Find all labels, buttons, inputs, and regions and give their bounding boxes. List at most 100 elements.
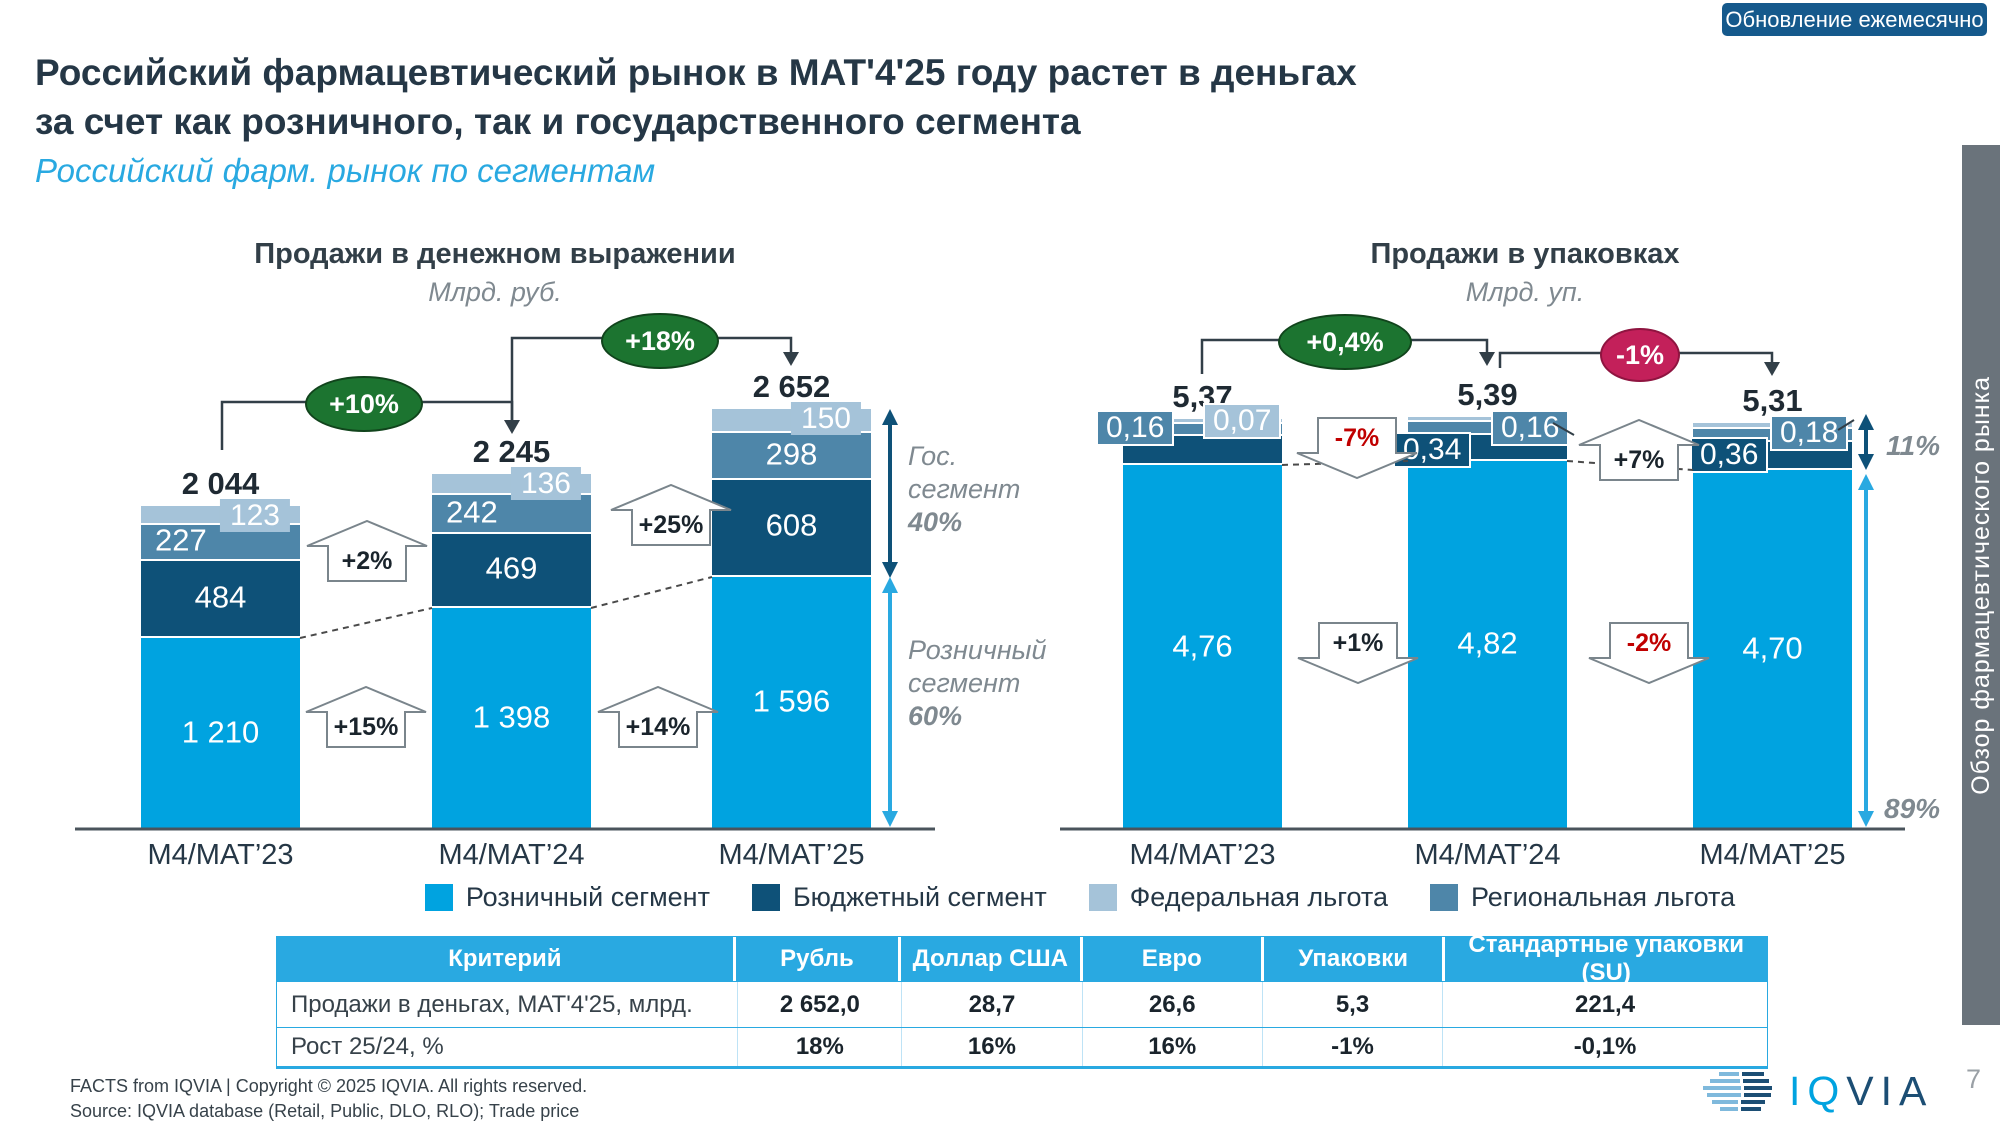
segment-value: 469: [485, 550, 538, 586]
legend: Розничный сегмент Бюджетный сегмент Феде…: [160, 882, 2000, 913]
category-label: M4/MAT’25: [718, 839, 865, 871]
federal-swatch-icon: [1088, 884, 1117, 911]
category-label: M4/MAT’24: [1414, 839, 1561, 871]
table-row: Продажи в деньгах, MAT'4'25, млрд. 2 652…: [277, 981, 1767, 1027]
segment-value-box-federal: 136: [510, 466, 581, 500]
segment-retail: 1 596: [712, 576, 871, 830]
segment-retail: 1 210: [141, 637, 300, 830]
gov-growth-arrow-packs-23-24: -7%: [1296, 417, 1418, 479]
col-header: Стандартные упаковки (SU): [1445, 931, 1767, 986]
cell-value: 2 652,0: [737, 982, 901, 1027]
gov-share-pct: 11%: [1886, 430, 1940, 461]
category-label: M4/MAT’23: [147, 839, 294, 871]
col-header: Доллар США: [901, 937, 1080, 981]
cell-value: 26,6: [1081, 982, 1262, 1027]
update-frequency-badge: Обновление ежемесячно: [1722, 3, 1987, 36]
retail-growth-arrow-packs-23-24: +1%: [1297, 622, 1419, 684]
segment-retail: 4,70: [1693, 469, 1852, 830]
col-header: Критерий: [277, 937, 733, 981]
cell-value: 18%: [737, 1028, 901, 1066]
section-tab: Обзор фармацевтического рынка: [1962, 145, 2000, 1025]
growth-value: +0,4%: [1306, 326, 1384, 357]
legend-item-federal: Федеральная льгота: [1088, 882, 1388, 913]
segment-regional: 242: [432, 494, 591, 534]
bar-total: 2 652: [752, 369, 831, 405]
segment-value-box-federal: 0,07: [1203, 403, 1282, 439]
col-header: Рубль: [735, 937, 899, 981]
growth-value: -1%: [1615, 339, 1664, 370]
col-header: Евро: [1082, 937, 1261, 981]
category-label: M4/MAT’23: [1129, 839, 1276, 871]
segment-value-box-budget: 0,36: [1690, 437, 1769, 473]
growth-value: +18%: [625, 325, 695, 356]
segment-value: 608: [765, 508, 818, 544]
cell-value: -0,1%: [1442, 1028, 1767, 1066]
total-growth-oval-packs-23-24: +0,4%: [1278, 314, 1412, 370]
summary-table: Критерий Рубль Доллар США Евро Упаковки …: [276, 931, 1768, 1069]
row-label: Продажи в деньгах, MAT'4'25, млрд.: [291, 990, 693, 1018]
segment-value-box-regional: 0,18: [1770, 415, 1849, 451]
segment-value: 484: [194, 579, 247, 615]
regional-swatch-icon: [1429, 884, 1458, 911]
iqvia-stripes-icon: [1703, 1072, 1779, 1111]
col-header: Упаковки: [1263, 937, 1443, 981]
page-title: Российский фармацевтический рынок в MAT'…: [35, 48, 1357, 146]
segment-value: 4,70: [1742, 630, 1803, 666]
segment-value: 1 398: [472, 699, 551, 735]
cell-value: 28,7: [901, 982, 1081, 1027]
cell-value: 16%: [901, 1028, 1081, 1066]
cell-value: 221,4: [1442, 982, 1767, 1027]
chart-money-unit: Млрд. руб.: [428, 277, 562, 307]
bar-total: 2 044: [181, 465, 260, 501]
table-row: Рост 25/24, % 18% 16% 16% -1% -0,1%: [277, 1027, 1767, 1066]
segment-value: 1 210: [181, 714, 260, 750]
gov-share-label: Гос. сегмент 40%: [908, 441, 1021, 537]
total-growth-oval-packs-24-25: -1%: [1600, 328, 1680, 382]
segment-federal: [1123, 418, 1282, 425]
bar-total: 5,39: [1457, 377, 1518, 413]
segment-value-box-regional: 0,16: [1096, 410, 1175, 446]
segment-budget: 484: [141, 561, 300, 638]
segment-value: 4,76: [1172, 628, 1233, 664]
iqvia-logo: IQVIA: [1703, 1068, 1933, 1115]
cell-value: -1%: [1261, 1028, 1442, 1066]
retail-growth-arrow-money-24-25: +14%: [597, 686, 719, 748]
segment-budget: 608: [712, 480, 871, 577]
row-label: Рост 25/24, %: [291, 1033, 444, 1060]
segment-federal: [1408, 417, 1567, 423]
segment-value-box-federal: 150: [790, 402, 861, 436]
segment-value: 242: [446, 494, 498, 530]
chart-packs-title: Продажи в упаковках: [1370, 238, 1680, 270]
footer-copyright: FACTS from IQVIA | Copyright © 2025 IQVI…: [70, 1076, 588, 1096]
legend-item-budget: Бюджетный сегмент: [751, 882, 1047, 913]
segment-regional: 298: [712, 432, 871, 481]
bar-sales-packs-M4/MAT’25: 4,70: [1693, 423, 1852, 830]
category-label: M4/MAT’24: [438, 839, 585, 871]
segment-retail: 4,82: [1408, 460, 1567, 830]
chart-packs-unit: Млрд. уп.: [1465, 277, 1585, 307]
chart-money-title: Продажи в денежном выражении: [254, 238, 736, 270]
budget-swatch-icon: [751, 884, 780, 911]
iqvia-wordmark: IQVIA: [1789, 1068, 1934, 1114]
segment-value: 227: [155, 522, 207, 558]
segment-budget: 469: [432, 533, 591, 609]
page-subtitle: Российский фарм. рынок по сегментам: [35, 152, 656, 189]
segment-value-box-federal: 123: [219, 498, 290, 532]
bar-sales-money-M4/MAT’25: 1 596 608 298: [712, 409, 871, 830]
segment-value: 1 596: [752, 683, 831, 719]
gov-growth-arrow-packs-24-25: +7%: [1578, 419, 1700, 481]
page-title-line2: за счет как розничного, так и государств…: [35, 101, 1081, 142]
legend-item-retail: Розничный сегмент: [424, 882, 710, 913]
bar-sales-packs-M4/MAT’23: 4,76: [1123, 418, 1282, 830]
legend-item-regional: Региональная льгота: [1429, 882, 1735, 913]
cell-value: 16%: [1081, 1028, 1262, 1066]
category-label: M4/MAT’25: [1699, 839, 1846, 871]
segment-value-box-regional: 0,16: [1491, 410, 1570, 446]
page-title-line1: Российский фармацевтический рынок в MAT'…: [35, 52, 1357, 93]
page-number: 7: [1966, 1064, 1982, 1094]
segment-value: 298: [765, 436, 818, 472]
bar-sales-money-M4/MAT’24: 1 398 469 242: [432, 473, 591, 830]
retail-share-pct: 89%: [1884, 793, 1941, 824]
bar-sales-packs-M4/MAT’24: 4,82: [1408, 417, 1567, 830]
